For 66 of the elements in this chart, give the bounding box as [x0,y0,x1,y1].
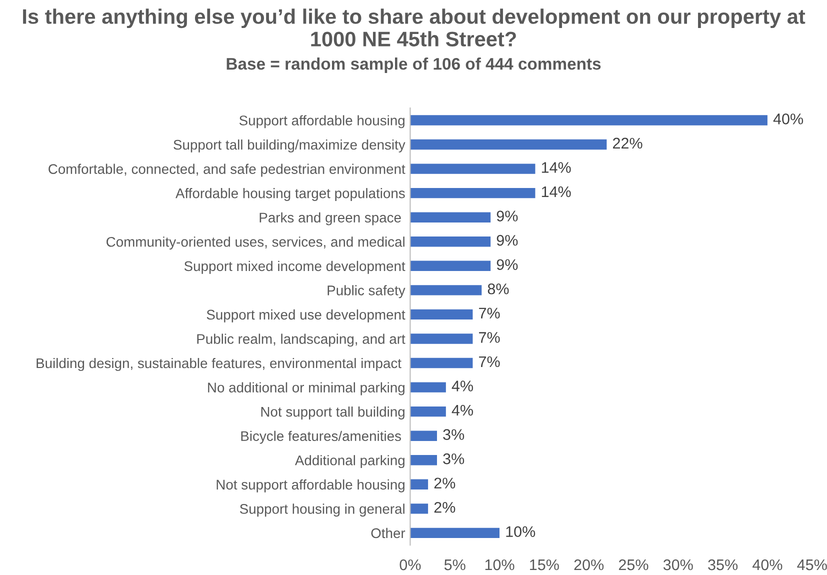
x-tick-label: 15% [530,559,559,570]
y-tick-label: Other [371,528,406,538]
data-label: 2% [434,502,456,513]
y-tick-label: Public safety [328,285,406,298]
bar [410,430,437,441]
data-label: 14% [542,162,571,173]
chart-title: Is there anything else you’d like to share about development on our property at 1000 NE 45th Street? [23,8,806,46]
bar [410,358,473,368]
data-label: 10% [506,526,536,538]
bar [410,212,491,222]
bar [410,382,446,392]
bar [410,455,437,466]
data-label: 7% [479,308,500,319]
bar [410,504,428,514]
bar [410,139,607,150]
y-tick-label: Support tall building/maximize density [174,139,406,152]
y-tick-label: Parks and green space [260,212,401,226]
x-tick-label: 40% [752,559,782,570]
bar [410,285,482,296]
x-tick-label: 25% [618,559,648,570]
y-tick-label: No additional or minimal parking [208,382,404,396]
y-tick-label: Not support tall building [261,406,404,420]
x-tick-label: 45% [797,559,827,570]
y-tick-label: Community-oriented uses, services, and medical [106,236,404,250]
y-tick-label: Public realm, landscaping, and art [197,334,406,347]
data-label: 8% [488,283,509,294]
bar [410,188,536,198]
data-label: 4% [452,380,474,392]
data-label: 9% [496,259,518,270]
y-tick-label: Support housing in general [240,504,404,517]
bar [410,334,473,344]
data-label: 7% [479,356,500,368]
data-label: 3% [443,453,464,464]
x-tick-label: 20% [574,559,604,570]
x-tick-label: 30% [663,559,693,570]
y-tick-label: Support affordable housing [239,115,404,128]
chart-subtitle: Base = random sample of 106 of 444 comments [226,58,601,74]
y-tick-label: Building design, sustainable features, environmental impact [36,358,402,371]
data-label: 4% [452,404,474,416]
y-tick-label: Comfortable, connected, and safe pedestrian environment [48,164,406,177]
x-tick-label: 5% [444,559,466,570]
x-tick-label: 10% [485,559,514,570]
y-tick-label: Additional parking [294,455,404,468]
x-tick-label: 0% [400,559,421,570]
bar [410,236,491,247]
bar [410,309,473,320]
data-label: 9% [496,210,518,222]
data-label: 9% [496,234,518,246]
data-label: 7% [479,332,500,343]
y-tick-label: Bicycle features/amenities [241,430,401,444]
data-label: 14% [542,186,571,198]
y-tick-label: Affordable housing target populations [176,188,405,201]
y-tick-label: Support mixed income development [184,260,406,274]
bar [410,528,500,538]
bar [410,406,446,417]
x-tick-label: 35% [708,559,738,570]
data-label: 40% [773,114,804,124]
data-label: 2% [434,478,456,488]
y-tick-label: Support mixed use development [206,309,406,322]
data-label: 22% [613,138,642,149]
bar [410,479,428,490]
bar [410,115,768,126]
bar [410,260,491,272]
y-tick-label: Not support affordable housing [216,479,404,492]
data-label: 3% [443,429,464,440]
bar [410,164,536,174]
